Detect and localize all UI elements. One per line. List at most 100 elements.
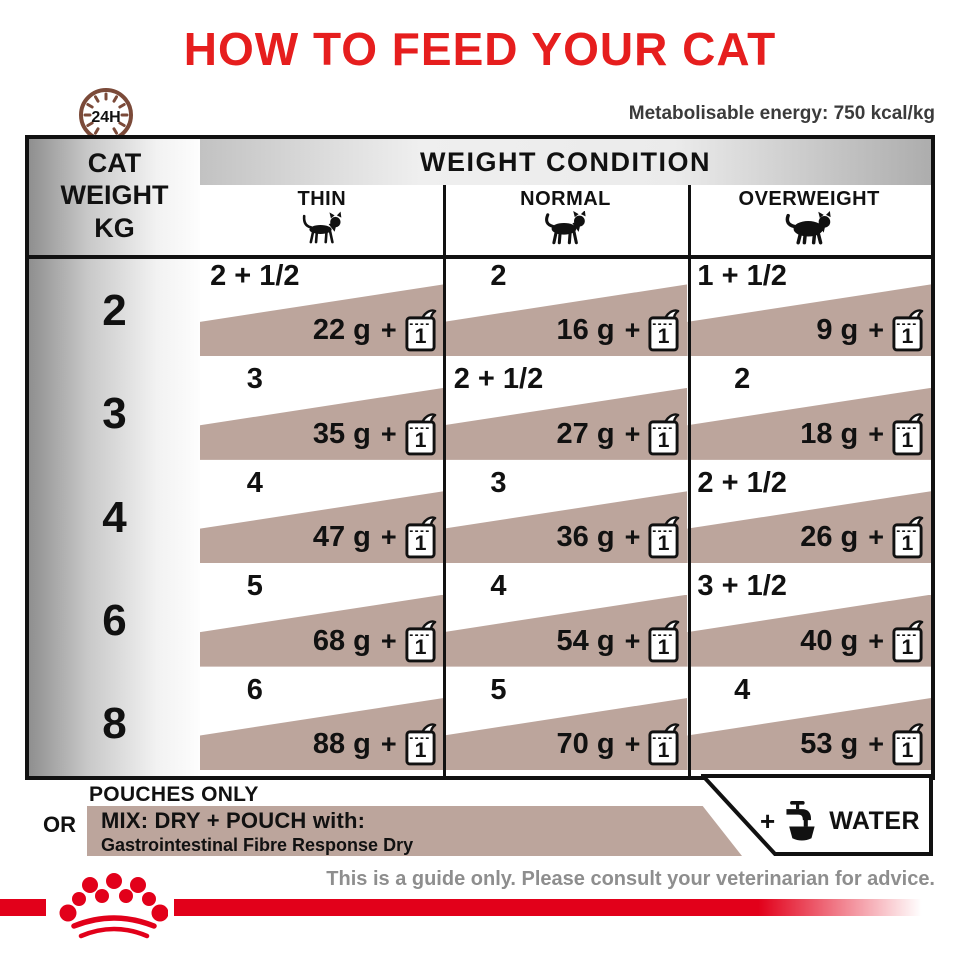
pouch-count: 2 + 1/2 bbox=[697, 466, 787, 499]
feeding-cell-normal-3kg: 2 + 1/2 27 g + bbox=[443, 362, 688, 465]
table-row: 3 3 35 g + 2 + 1/2 27 g + bbox=[29, 362, 932, 465]
grams-value: 35 g bbox=[312, 417, 371, 450]
weight-value: 4 bbox=[102, 492, 127, 542]
disclaimer-text: This is a guide only. Please consult you… bbox=[326, 868, 935, 890]
grams-value: 26 g bbox=[800, 521, 859, 554]
pouch-count: 3 bbox=[490, 466, 507, 499]
grams-value: 70 g bbox=[556, 728, 615, 761]
pouch-count: 4 bbox=[734, 673, 751, 706]
plus-sign: + bbox=[380, 729, 397, 760]
plus-sign: + bbox=[868, 729, 885, 760]
table-row: 8 6 88 g + 5 70 g + bbox=[29, 673, 932, 776]
feeding-table: CAT WEIGHT KG WEIGHT CONDITION THIN NORM… bbox=[25, 135, 935, 780]
grams-value: 16 g bbox=[556, 314, 615, 347]
column-label: THIN bbox=[297, 188, 347, 210]
grams-value: 68 g bbox=[312, 624, 371, 657]
pouch-icon bbox=[648, 516, 680, 559]
feeding-cell-normal-4kg: 3 36 g + bbox=[443, 466, 688, 569]
normal-cat-icon bbox=[545, 211, 588, 245]
weight-column-header: CAT WEIGHT KG bbox=[29, 147, 200, 244]
mix-subtitle: Gastrointestinal Fibre Response Dry bbox=[101, 835, 414, 855]
grams-row: 40 g + bbox=[800, 619, 924, 664]
or-label: OR bbox=[43, 812, 76, 837]
grams-row: 70 g + bbox=[557, 722, 681, 767]
pouch-count: 5 bbox=[246, 570, 263, 603]
weight-condition-header: WEIGHT CONDITION bbox=[200, 139, 931, 185]
feeding-cell-thin-2kg: 2 + 1/2 22 g + bbox=[200, 259, 444, 362]
feeding-cell-overweight-8kg: 4 53 g + bbox=[687, 673, 932, 776]
pouch-icon bbox=[405, 309, 437, 352]
plus-sign: + bbox=[380, 315, 397, 346]
grams-value: 18 g bbox=[800, 417, 859, 450]
column-header-normal: NORMAL bbox=[444, 185, 688, 255]
column-label: OVERWEIGHT bbox=[738, 188, 880, 210]
pouch-icon bbox=[892, 723, 924, 766]
plus-sign: + bbox=[868, 418, 885, 449]
condition-column-headers: THIN NORMAL OVERWEIGHT bbox=[200, 185, 931, 255]
plus-sign: + bbox=[380, 418, 397, 449]
grams-row: 47 g + bbox=[313, 515, 437, 560]
plus-sign: + bbox=[624, 522, 641, 553]
feeding-cell-thin-6kg: 5 68 g + bbox=[200, 569, 444, 672]
pouch-icon bbox=[648, 723, 680, 766]
table-row: 6 5 68 g + 4 54 g + bbox=[29, 569, 932, 672]
plus-sign: + bbox=[624, 418, 641, 449]
header-divider bbox=[29, 255, 931, 259]
weight-column-background bbox=[29, 139, 200, 776]
column-header-thin: THIN bbox=[200, 185, 444, 255]
pouch-count: 2 bbox=[734, 363, 751, 396]
feeding-cell-overweight-2kg: 1 + 1/2 9 g + bbox=[687, 259, 932, 362]
table-row: 4 4 47 g + 3 36 g + bbox=[29, 466, 932, 569]
grams-row: 18 g + bbox=[800, 412, 924, 457]
grams-row: 54 g + bbox=[557, 619, 681, 664]
table-row: 2 2 + 1/2 22 g + 2 16 g + bbox=[29, 259, 932, 362]
brand-stripe bbox=[0, 899, 960, 916]
column-header-overweight: OVERWEIGHT bbox=[687, 185, 931, 255]
clock-24h-icon: 24H bbox=[79, 88, 133, 142]
pouch-count: 3 + 1/2 bbox=[697, 570, 787, 603]
pouch-icon bbox=[405, 516, 437, 559]
feeding-cell-thin-8kg: 6 88 g + bbox=[200, 673, 444, 776]
grams-value: 22 g bbox=[312, 314, 371, 347]
weight-value: 6 bbox=[102, 595, 127, 645]
grams-row: 22 g + bbox=[313, 308, 437, 353]
feeding-cell-thin-3kg: 3 35 g + bbox=[200, 362, 444, 465]
pouch-icon bbox=[648, 309, 680, 352]
grams-value: 53 g bbox=[800, 728, 859, 761]
grams-value: 27 g bbox=[556, 417, 615, 450]
faucet-water-icon bbox=[786, 801, 815, 841]
thin-cat-icon bbox=[302, 211, 343, 244]
plus-sign: + bbox=[380, 522, 397, 553]
weight-value: 2 bbox=[102, 285, 127, 335]
feeding-cell-normal-2kg: 2 16 g + bbox=[443, 259, 688, 362]
grams-row: 36 g + bbox=[557, 515, 681, 560]
pouch-icon bbox=[405, 619, 437, 662]
weight-value: 8 bbox=[102, 699, 127, 749]
feeding-cell-overweight-6kg: 3 + 1/2 40 g + bbox=[687, 569, 932, 672]
grams-value: 9 g bbox=[816, 314, 859, 347]
column-label: NORMAL bbox=[520, 188, 611, 210]
pouch-count: 2 + 1/2 bbox=[453, 363, 544, 396]
plus-sign: + bbox=[868, 315, 885, 346]
grams-row: 35 g + bbox=[313, 412, 437, 457]
feeding-cell-overweight-4kg: 2 + 1/2 26 g + bbox=[687, 466, 932, 569]
grams-value: 40 g bbox=[800, 624, 859, 657]
weight-value: 3 bbox=[102, 389, 127, 439]
pouch-count: 4 bbox=[490, 570, 507, 603]
grams-row: 53 g + bbox=[800, 722, 924, 767]
pouch-count: 2 bbox=[490, 260, 507, 292]
corner-line: CAT bbox=[87, 148, 142, 178]
mix-option-band: MIX: DRY + POUCH with: Gastrointestinal … bbox=[87, 806, 742, 856]
water-label: WATER bbox=[829, 806, 921, 835]
plus-sign: + bbox=[624, 729, 641, 760]
pouch-count: 4 bbox=[246, 466, 263, 499]
pouch-icon bbox=[892, 516, 924, 559]
pouch-icon bbox=[648, 619, 680, 662]
pouch-icon bbox=[892, 412, 924, 456]
pouch-count: 1 + 1/2 bbox=[697, 260, 787, 292]
column-divider bbox=[688, 185, 691, 776]
water-note: + WATER bbox=[760, 798, 920, 844]
serving-options: POUCHES ONLY OR MIX: DRY + POUCH with: G… bbox=[25, 774, 935, 860]
pouch-count: 2 + 1/2 bbox=[210, 260, 300, 292]
